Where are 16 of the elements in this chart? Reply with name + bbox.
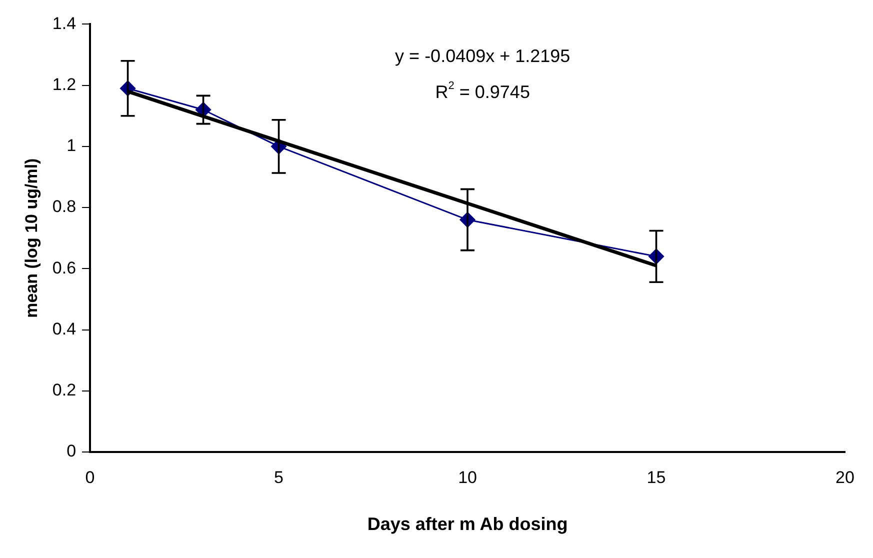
y-tick-label: 1.4 <box>52 14 76 33</box>
y-tick-label: 0.8 <box>52 197 76 216</box>
y-tick-label: 0.2 <box>52 380 76 400</box>
x-tick-label: 20 <box>836 468 854 487</box>
y-tick-label: 0.6 <box>52 258 76 278</box>
x-tick-label: 5 <box>274 468 284 487</box>
y-axis-title: mean (log 10 ug/ml) <box>22 158 41 318</box>
y-tick-label: 0 <box>66 442 76 461</box>
y-tick-label: 0.4 <box>52 319 76 338</box>
x-axis-title: Days after m Ab dosing <box>367 514 568 534</box>
x-tick-label: 0 <box>85 468 95 487</box>
annotation: y = -0.0409x + 1.2195 <box>395 46 570 66</box>
x-tick-label: 15 <box>646 468 666 487</box>
y-tick-label: 1 <box>66 136 76 156</box>
y-tick-label: 1.2 <box>52 75 76 94</box>
x-tick-label: 10 <box>458 468 477 487</box>
